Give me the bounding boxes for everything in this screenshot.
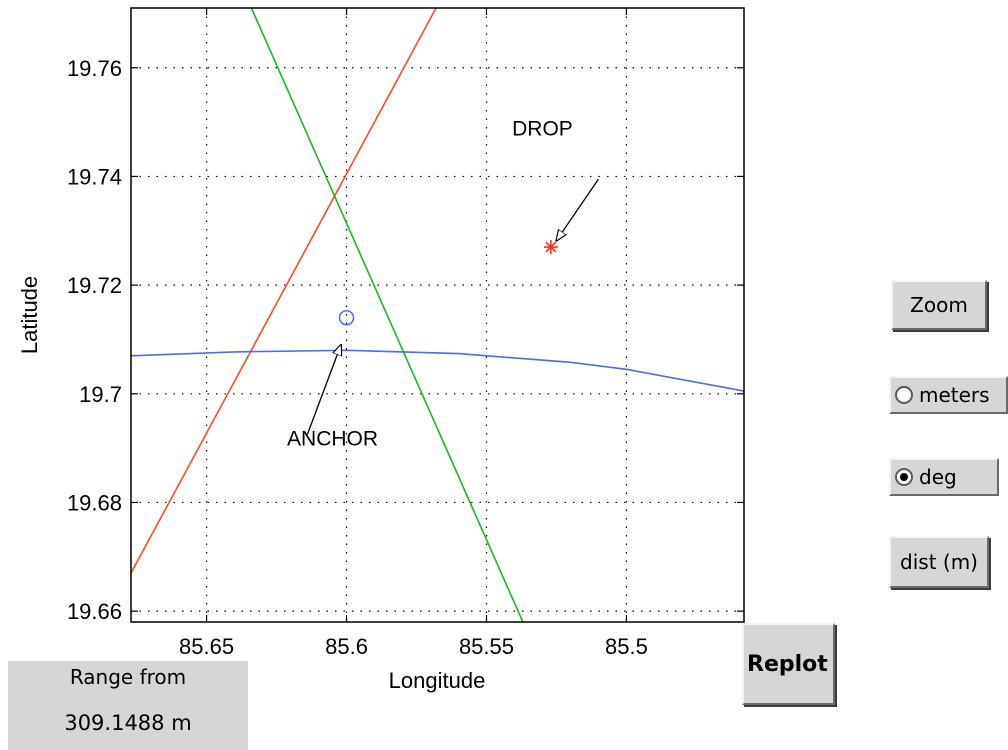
tick-layer: 85.65 85.6 85.55 85.5 19.66 19.68 19.7 19.72 19.… bbox=[67, 8, 744, 659]
points-layer bbox=[338, 240, 558, 326]
y-tick-label: 19.72 bbox=[67, 273, 122, 298]
series-line-2 bbox=[250, 8, 524, 622]
y-tick-label: 19.76 bbox=[67, 56, 122, 81]
plot-frame bbox=[130, 7, 745, 623]
y-tick-label: 19.74 bbox=[67, 164, 122, 189]
anchor-marker bbox=[338, 309, 355, 326]
anchor-arrow bbox=[306, 345, 341, 435]
series-layer bbox=[131, 8, 744, 622]
y-tick-label: 19.66 bbox=[67, 599, 122, 624]
grid-layer bbox=[131, 8, 744, 622]
zoom-button[interactable]: Zoom bbox=[891, 280, 987, 330]
series-line-1 bbox=[131, 8, 437, 574]
range-from-label: Range from bbox=[8, 661, 248, 705]
deg-radio[interactable]: deg bbox=[889, 458, 999, 496]
x-tick-label: 85.6 bbox=[325, 634, 368, 659]
x-tick-label: 85.55 bbox=[459, 634, 514, 659]
replot-button[interactable]: Replot bbox=[742, 623, 835, 705]
dist-button[interactable]: dist (m) bbox=[889, 536, 989, 588]
range-value-readout: 309.1488 m bbox=[8, 705, 248, 750]
drop-label: DROP bbox=[512, 118, 573, 141]
plot-area bbox=[131, 8, 744, 622]
drop-arrow bbox=[556, 178, 599, 240]
meters-radio-indicator[interactable] bbox=[895, 386, 913, 404]
y-tick-label: 19.7 bbox=[79, 382, 122, 407]
x-axis-title: Longitude bbox=[389, 668, 486, 693]
series-line-3 bbox=[131, 349, 744, 392]
meters-radio-label: meters bbox=[919, 383, 990, 407]
y-axis-title: Latitude bbox=[17, 276, 42, 354]
annotation-layer: DROP ANCHOR bbox=[287, 118, 599, 450]
x-tick-label: 85.5 bbox=[605, 634, 648, 659]
meters-radio[interactable]: meters bbox=[889, 376, 1008, 414]
deg-radio-indicator[interactable] bbox=[895, 468, 913, 486]
drop-marker-stroke bbox=[545, 241, 557, 253]
deg-radio-label: deg bbox=[919, 465, 957, 489]
drop-marker bbox=[543, 240, 558, 255]
y-tick-label: 19.68 bbox=[67, 490, 122, 515]
anchor-label: ANCHOR bbox=[287, 427, 378, 450]
x-tick-label: 85.65 bbox=[179, 634, 234, 659]
